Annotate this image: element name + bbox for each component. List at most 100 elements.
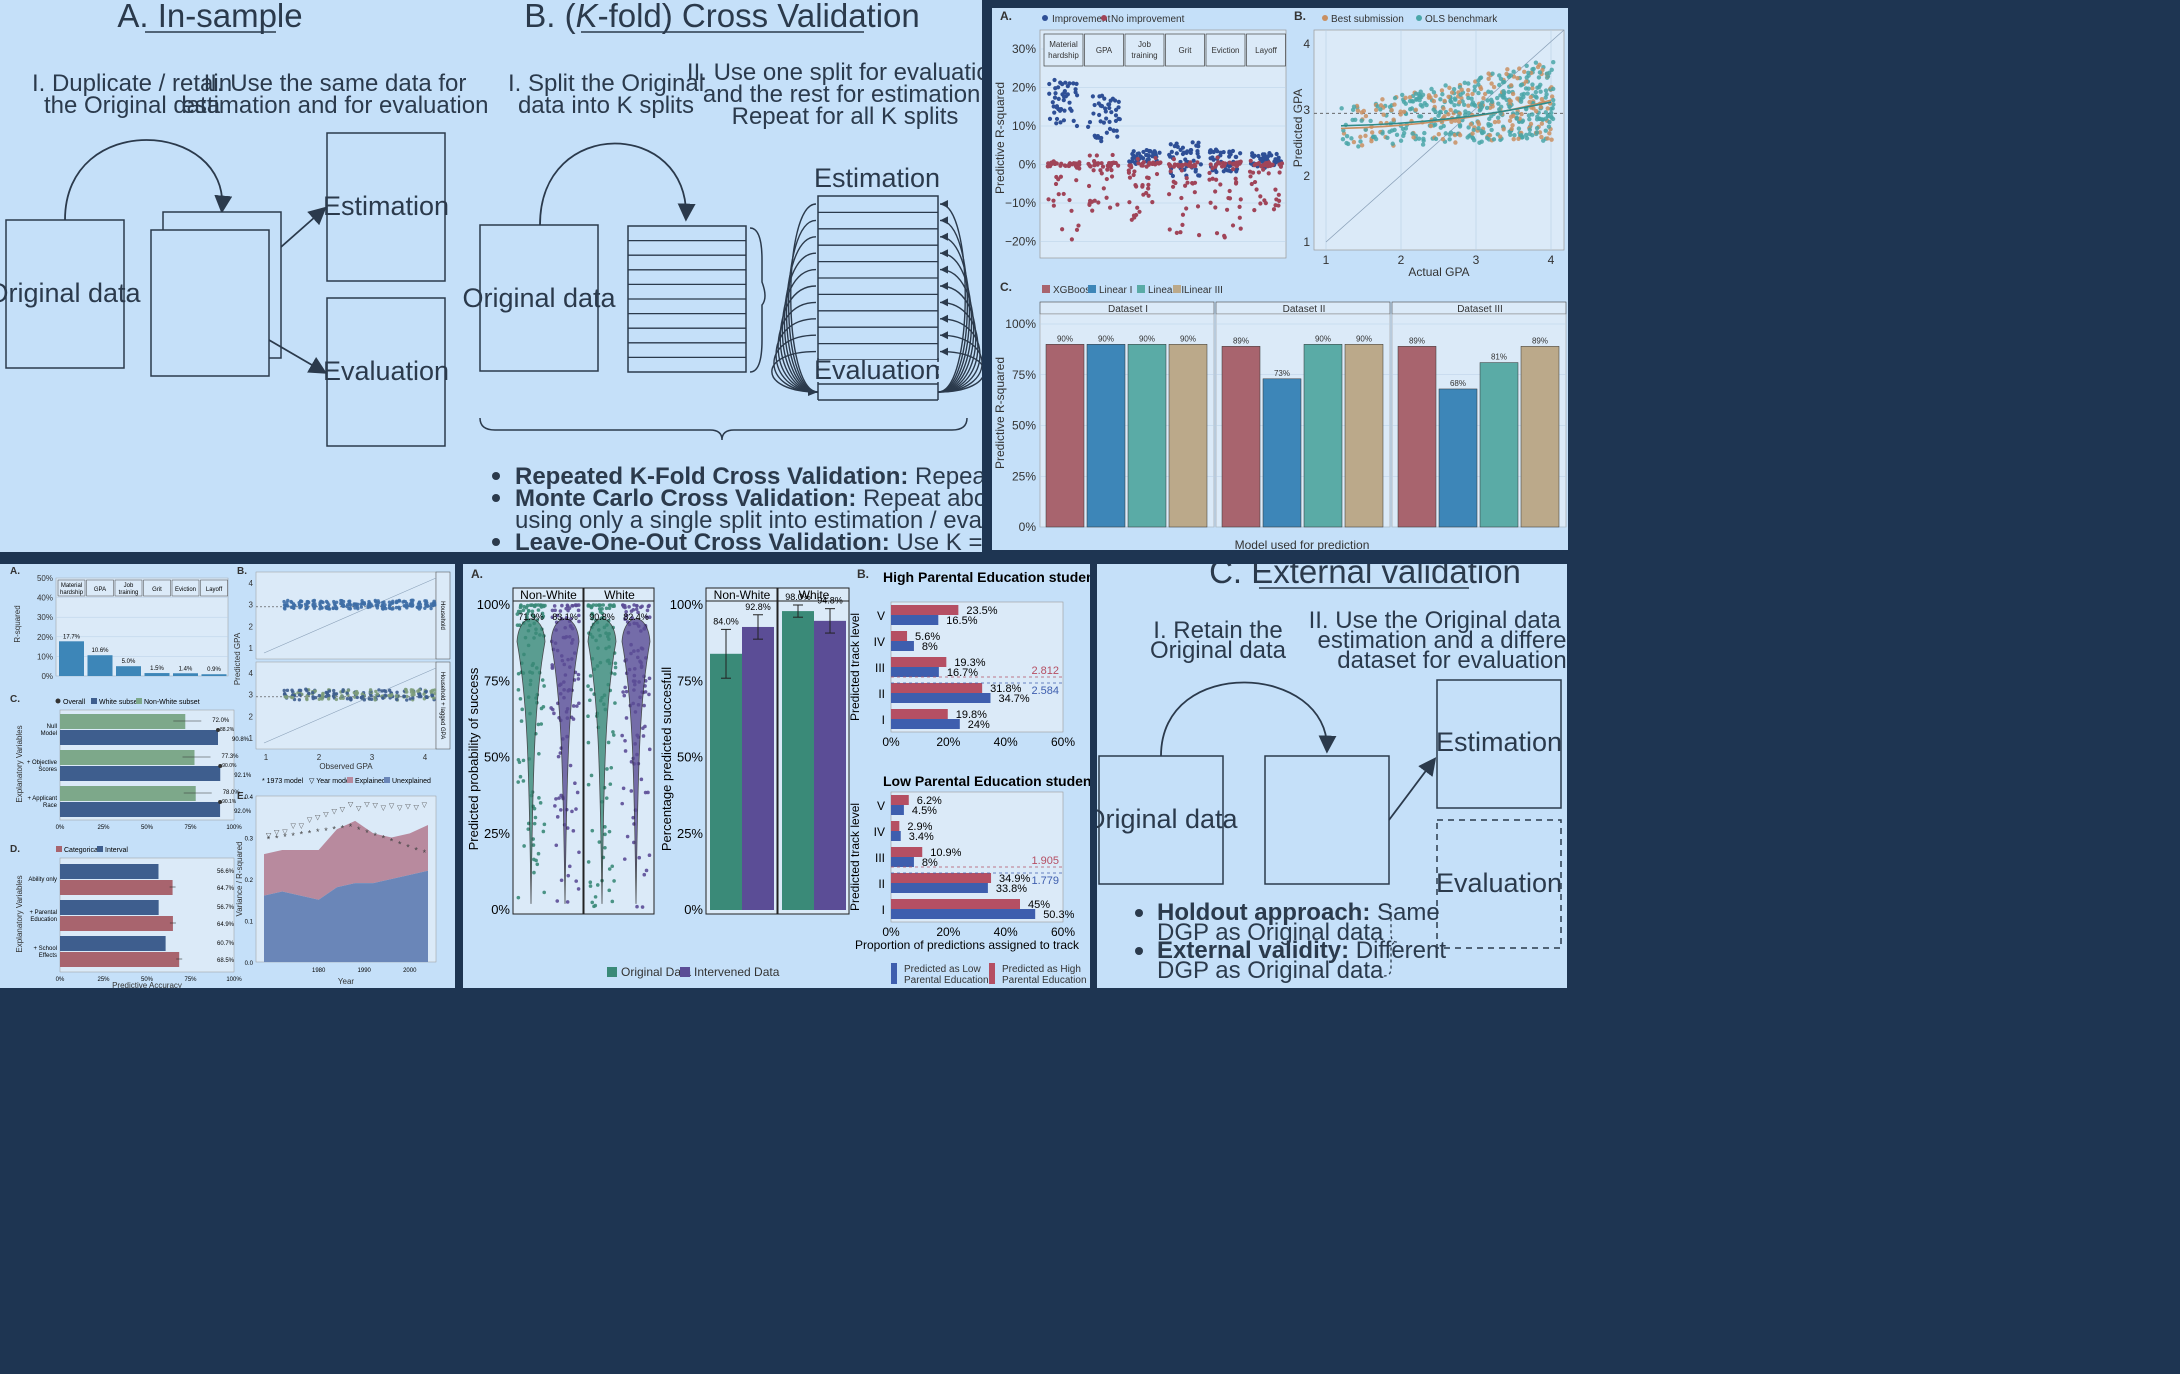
bl-e-legend-1973: * 1973 model: [262, 778, 304, 785]
bm-violin-point: [519, 719, 524, 723]
tr-b-ytick: 1: [1303, 235, 1310, 249]
tr-b-point: [1390, 141, 1395, 146]
bm-violin-point: [520, 707, 525, 712]
bm-violin-point: [604, 606, 609, 611]
bm-violin-point: [577, 850, 581, 855]
tr-a-point: [1131, 213, 1137, 218]
tr-a-point: [1191, 158, 1196, 163]
tr-b-point: [1511, 69, 1516, 74]
tr-b-point: [1470, 131, 1475, 136]
svg-text:Leave-One-Out Cross Validation: Leave-One-Out Cross Validation: Use K = …: [515, 529, 982, 552]
bl-e-explained-area: [264, 820, 428, 900]
a-copy-box: [150, 229, 270, 377]
tr-a-point: [1141, 160, 1146, 165]
tr-b-point: [1495, 115, 1501, 120]
b-loop-arrowhead: [940, 200, 948, 208]
panel-b-title: B. (K-fold) Cross Validation: [524, 0, 920, 34]
bl-d-bar-interval: [60, 864, 159, 879]
tr-b-point: [1476, 82, 1481, 87]
bm-violin-point: [526, 608, 531, 613]
bm-bar: [782, 611, 814, 910]
bl-d-legend-label: Interval: [105, 847, 128, 854]
tr-b-point: [1491, 137, 1497, 142]
tr-a-point: [1249, 181, 1254, 187]
tr-b-point: [1448, 130, 1454, 135]
bm-violin-point: [620, 801, 625, 806]
bl-a-facet-label: hardship: [60, 590, 84, 596]
tr-a-point: [1095, 162, 1100, 167]
bm-track-xtick: 20%: [936, 925, 960, 939]
bm-violin-point: [586, 714, 590, 719]
tr-a-point: [1234, 180, 1239, 185]
bl-b-point: [293, 603, 297, 608]
tr-c-bar-label: 90%: [1315, 334, 1331, 343]
tr-b-point: [1470, 100, 1476, 105]
tr-b-point: [1452, 102, 1457, 108]
tr-b-point: [1452, 96, 1458, 101]
tr-a-point: [1226, 195, 1231, 201]
bl-d-legend-label: Categorical: [64, 847, 100, 854]
bl-d-category: Education: [30, 917, 57, 923]
tr-b-point: [1495, 95, 1500, 101]
bl-a-facet-label: Grit: [152, 587, 162, 593]
bl-e-year-marker: ▽: [364, 801, 370, 808]
panel-b-step1-line2: data into K splits: [518, 92, 694, 119]
tr-c-bar-label: 90%: [1057, 334, 1073, 343]
bm-track-title: Low Parental Education students: [883, 773, 1090, 789]
panel-in-sample-and-cv: A. In-sample I. Duplicate / retain the O…: [0, 0, 982, 552]
bl-e-1973-marker: *: [291, 831, 295, 841]
bm-bar-label: 84.0%: [713, 616, 739, 626]
bl-d-xtick: 25%: [97, 977, 110, 983]
tr-a-point: [1170, 173, 1176, 179]
tr-b-point: [1432, 122, 1438, 127]
tr-c-bar-label: 68%: [1450, 379, 1466, 388]
tr-a-point: [1233, 176, 1238, 181]
tr-b-point: [1492, 119, 1498, 125]
bl-e-year-marker: ▽: [413, 804, 419, 811]
bl-b-point: [340, 694, 344, 698]
tr-a-point: [1047, 81, 1052, 87]
tr-a-ytick: 20%: [1012, 81, 1036, 95]
tr-a-point: [1056, 192, 1061, 197]
tr-b-point: [1466, 110, 1472, 116]
tr-b-point: [1411, 135, 1416, 140]
tr-b-point: [1549, 67, 1554, 73]
b-loop-right: [937, 268, 975, 393]
tr-a-point: [1146, 182, 1151, 187]
tr-b-point: [1539, 96, 1545, 102]
bl-e-year-marker: ▽: [397, 805, 403, 812]
tr-a-point: [1215, 155, 1220, 160]
tr-a-point: [1259, 163, 1264, 168]
bl-d-label: 64.7%: [217, 886, 235, 892]
tr-a-point: [1104, 195, 1109, 200]
bm-violin-point: [603, 825, 607, 829]
bm-violin-point: [603, 845, 607, 850]
bl-a-ytick: 20%: [37, 633, 53, 642]
bm-violin-point: [570, 604, 574, 608]
bm-track-bar-high: [891, 899, 1020, 909]
tr-b-point: [1400, 92, 1405, 98]
tr-b-point: [1533, 94, 1539, 99]
b-loop-right: [937, 236, 971, 393]
bm-violin-shape: [621, 618, 651, 904]
tr-b-point: [1538, 104, 1544, 110]
bl-b-point: [377, 688, 381, 692]
bl-b-xtick: 4: [423, 753, 428, 762]
bl-d-legend-cat: [56, 846, 62, 852]
bm-violin-point: [613, 701, 617, 705]
bl-d-bar-interval: [60, 936, 166, 951]
bl-b-point: [285, 688, 290, 693]
bm-track-xtick: 40%: [994, 925, 1018, 939]
bl-b-xtick: 2: [317, 753, 322, 762]
bm-violin-point: [603, 832, 607, 837]
tr-a-point: [1099, 139, 1104, 144]
tr-b-point: [1489, 81, 1494, 86]
bl-e-1973-marker: *: [365, 828, 369, 838]
bm-violin-point: [539, 706, 544, 711]
b-loop-right: [937, 301, 979, 393]
bl-b-point: [339, 598, 343, 603]
tr-b-point: [1413, 107, 1419, 113]
tr-b-point: [1401, 130, 1407, 136]
tr-b-point: [1497, 82, 1502, 88]
tr-b-point: [1543, 128, 1548, 133]
